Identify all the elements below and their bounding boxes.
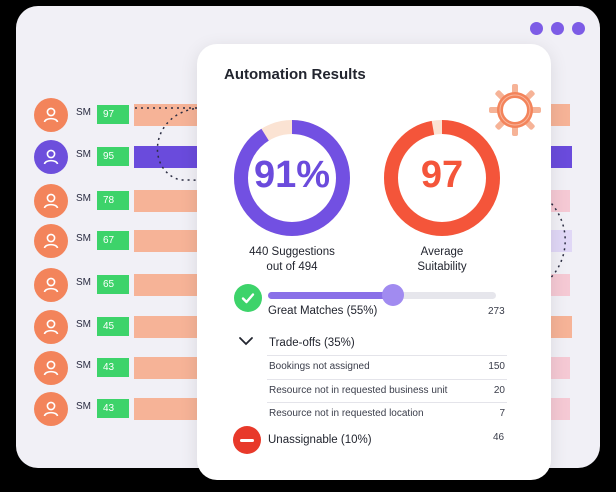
resource-score: 65 — [97, 275, 129, 294]
minus-icon — [233, 426, 261, 454]
availability-bar — [134, 398, 204, 420]
resource-score: 97 — [97, 105, 129, 124]
window-dot[interactable] — [572, 22, 585, 35]
suggestions-label-line2: out of 494 — [266, 261, 318, 273]
unassignable-label: Unassignable (10%) — [268, 434, 372, 446]
user-icon — [43, 277, 59, 293]
availability-bar — [134, 190, 212, 212]
availability-bar-end — [550, 274, 570, 296]
great-matches-count: 273 — [488, 306, 505, 317]
suggestions-donut — [234, 120, 350, 236]
suitability-label: Average Suitability — [372, 245, 512, 275]
availability-bar — [134, 316, 199, 338]
trade-off-item[interactable]: Resource not in requested business unit … — [267, 379, 507, 402]
resource-row[interactable]: SM 45 — [34, 310, 594, 344]
resource-initials: SM — [76, 149, 91, 160]
avatar — [34, 140, 68, 174]
resource-initials: SM — [76, 277, 91, 288]
avatar — [34, 392, 68, 426]
great-matches-label: Great Matches (55%) — [268, 305, 378, 317]
resource-score: 67 — [97, 231, 129, 250]
suitability-label-line1: Average — [420, 246, 464, 258]
suggestions-percent: 91% — [253, 154, 331, 196]
unassignable-count: 46 — [493, 432, 505, 443]
trade-off-count: 20 — [493, 385, 505, 396]
suitability-score: 97 — [420, 154, 464, 196]
availability-bar-end — [550, 230, 572, 252]
resource-initials: SM — [76, 401, 91, 412]
progress-fill — [268, 292, 394, 299]
resource-score: 78 — [97, 191, 129, 210]
resource-initials: SM — [76, 193, 91, 204]
resource-initials: SM — [76, 107, 91, 118]
trade-off-item[interactable]: Bookings not assigned 150 — [267, 355, 507, 378]
trade-offs-toggle[interactable]: Trade-offs (35%) — [269, 337, 355, 349]
resource-row[interactable]: SM 43 — [34, 392, 594, 426]
chevron-down-icon[interactable] — [238, 335, 254, 347]
suggestions-label: 440 Suggestions out of 494 — [222, 245, 362, 275]
user-icon — [43, 149, 59, 165]
availability-bar-end — [550, 104, 570, 126]
resource-initials: SM — [76, 233, 91, 244]
user-icon — [43, 233, 59, 249]
gear-icon — [489, 84, 541, 136]
progress-handle[interactable] — [382, 284, 404, 306]
resource-initials: SM — [76, 360, 91, 371]
trade-off-count: 7 — [499, 408, 505, 419]
trade-off-item[interactable]: Resource not in requested location 7 — [267, 402, 507, 425]
availability-bar — [134, 274, 202, 296]
resource-score: 43 — [97, 358, 129, 377]
avatar — [34, 98, 68, 132]
user-icon — [43, 360, 59, 376]
trade-off-count: 150 — [488, 361, 505, 372]
avatar — [34, 224, 68, 258]
trade-off-label: Resource not in requested business unit — [269, 385, 448, 396]
user-icon — [43, 193, 59, 209]
resource-score: 95 — [97, 147, 129, 166]
window-dot[interactable] — [530, 22, 543, 35]
suggestions-label-line1: 440 Suggestions — [249, 246, 335, 258]
availability-bar — [134, 230, 207, 252]
availability-bar-end — [550, 146, 572, 168]
resource-row[interactable]: SM 78 — [34, 184, 594, 218]
avatar — [34, 268, 68, 302]
availability-bar-end — [550, 398, 570, 420]
availability-bar — [134, 357, 202, 379]
avatar — [34, 310, 68, 344]
resource-row[interactable]: SM 43 — [34, 351, 594, 385]
automation-results-panel: Automation Results — [197, 44, 551, 480]
trade-off-label: Bookings not assigned — [269, 361, 370, 372]
resource-score: 45 — [97, 317, 129, 336]
user-icon — [43, 401, 59, 417]
window-dot[interactable] — [551, 22, 564, 35]
trade-off-label: Resource not in requested location — [269, 408, 424, 419]
availability-bar-end — [550, 357, 570, 379]
resource-score: 43 — [97, 399, 129, 418]
availability-bar-end — [550, 190, 570, 212]
suitability-donut — [384, 120, 500, 236]
suitability-label-line2: Suitability — [417, 261, 467, 273]
user-icon — [43, 319, 59, 335]
window-controls — [530, 22, 585, 35]
availability-bar-end — [550, 316, 572, 338]
avatar — [34, 184, 68, 218]
panel-title: Automation Results — [224, 66, 366, 83]
check-icon — [234, 284, 262, 312]
avatar — [34, 351, 68, 385]
user-icon — [43, 107, 59, 123]
resource-initials: SM — [76, 319, 91, 330]
